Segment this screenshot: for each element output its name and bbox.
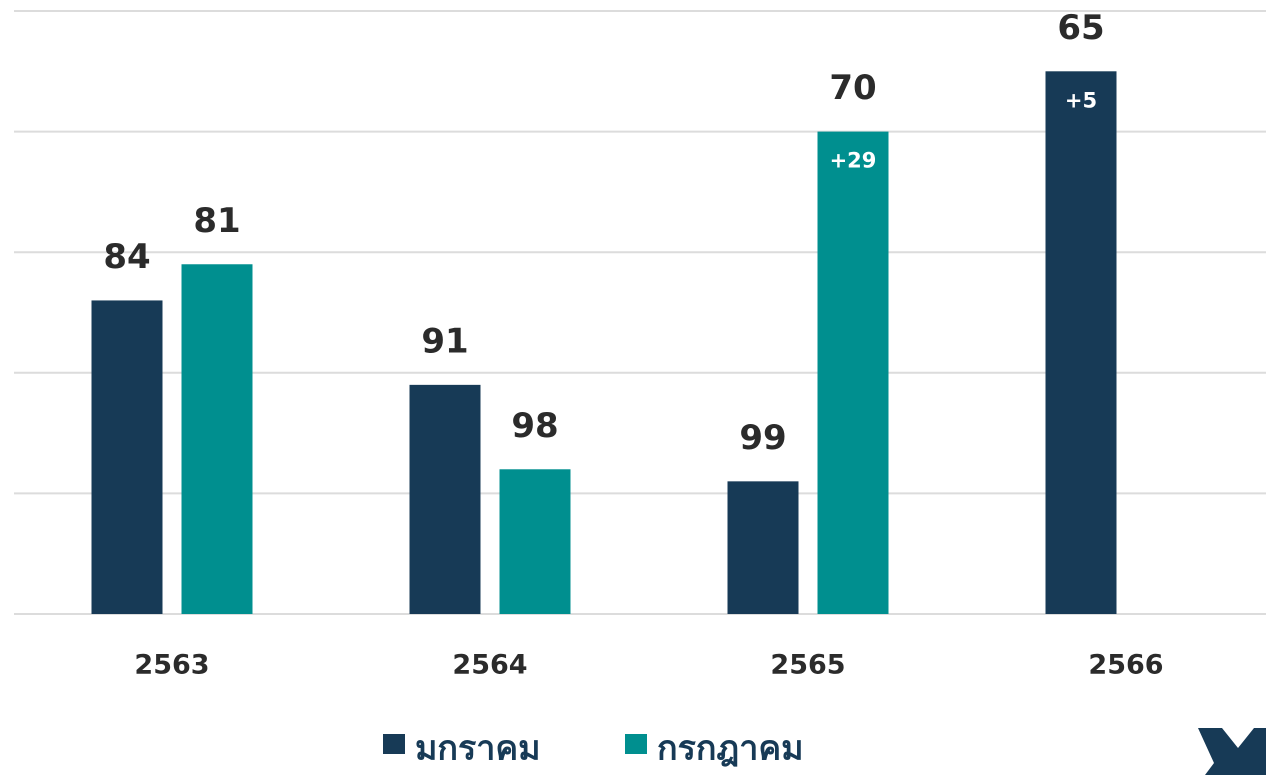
legend-label: กรกฎาคม — [657, 729, 804, 769]
value-label: 91 — [421, 321, 468, 361]
bar — [817, 131, 889, 614]
bar — [181, 264, 253, 614]
x-tick-label: 2565 — [770, 650, 845, 681]
bar — [91, 300, 163, 614]
x-tick-label: 2563 — [134, 650, 209, 681]
bar — [727, 481, 799, 614]
legend-label: มกราคม — [415, 729, 541, 769]
bar — [409, 384, 481, 614]
value-label: 70 — [829, 68, 876, 108]
change-label: +5 — [1065, 88, 1097, 112]
logo — [1198, 728, 1266, 775]
value-label: 84 — [103, 237, 150, 277]
legend-swatch — [383, 734, 405, 754]
x-tick-label: 2564 — [452, 650, 527, 681]
value-label: 98 — [511, 406, 558, 446]
bar — [499, 469, 571, 614]
value-label: 65 — [1057, 8, 1104, 48]
legend-swatch — [625, 734, 647, 754]
change-label: +29 — [830, 149, 877, 173]
bar — [1045, 71, 1117, 615]
value-label: 99 — [739, 418, 786, 458]
value-label: 81 — [193, 201, 240, 241]
x-tick-label: 2566 — [1088, 650, 1163, 681]
